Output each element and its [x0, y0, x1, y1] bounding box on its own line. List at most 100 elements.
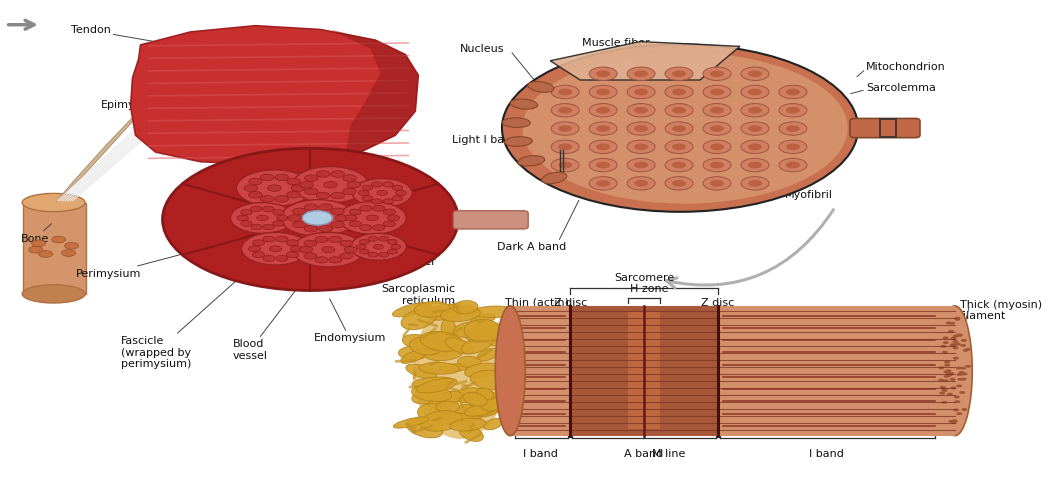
Circle shape	[748, 70, 762, 77]
Circle shape	[672, 125, 686, 132]
Ellipse shape	[405, 364, 437, 379]
Circle shape	[786, 125, 800, 132]
Text: Epimysium: Epimysium	[101, 88, 197, 110]
Ellipse shape	[454, 301, 478, 314]
Circle shape	[304, 175, 318, 181]
Circle shape	[950, 337, 957, 340]
Ellipse shape	[399, 347, 427, 360]
Circle shape	[741, 122, 769, 135]
Ellipse shape	[502, 44, 858, 212]
Circle shape	[340, 253, 353, 259]
Ellipse shape	[542, 172, 567, 184]
Circle shape	[596, 180, 610, 187]
Circle shape	[268, 185, 281, 191]
Polygon shape	[718, 306, 954, 436]
Circle shape	[665, 158, 693, 172]
Circle shape	[943, 336, 948, 339]
Circle shape	[559, 107, 572, 114]
Circle shape	[559, 161, 572, 168]
Text: Endomysium
(between
fibers): Endomysium (between fibers)	[238, 120, 311, 157]
Circle shape	[276, 236, 288, 242]
Ellipse shape	[471, 306, 519, 318]
Circle shape	[627, 104, 655, 117]
Circle shape	[304, 204, 318, 211]
Circle shape	[704, 176, 731, 190]
Text: Fascicle
(wrapped by
perimysium): Fascicle (wrapped by perimysium)	[121, 272, 247, 369]
Circle shape	[672, 70, 686, 77]
Ellipse shape	[453, 388, 487, 402]
Circle shape	[344, 246, 357, 253]
Ellipse shape	[477, 388, 493, 400]
Circle shape	[299, 246, 313, 253]
Circle shape	[589, 85, 617, 99]
Circle shape	[627, 140, 655, 154]
Circle shape	[596, 107, 610, 114]
Polygon shape	[550, 41, 740, 80]
Ellipse shape	[424, 304, 464, 320]
Circle shape	[953, 357, 959, 360]
Circle shape	[368, 236, 378, 241]
Circle shape	[374, 244, 383, 249]
Circle shape	[351, 233, 406, 260]
Circle shape	[942, 351, 948, 354]
Circle shape	[353, 178, 413, 207]
Ellipse shape	[436, 401, 460, 413]
Circle shape	[950, 343, 957, 346]
Ellipse shape	[502, 118, 530, 127]
Circle shape	[292, 232, 364, 267]
Ellipse shape	[22, 285, 85, 303]
Circle shape	[382, 199, 394, 204]
Circle shape	[589, 140, 617, 154]
Circle shape	[786, 107, 800, 114]
Circle shape	[559, 125, 572, 132]
Text: H zone: H zone	[630, 284, 668, 294]
Circle shape	[392, 185, 403, 190]
Circle shape	[952, 340, 959, 343]
Ellipse shape	[449, 418, 486, 431]
Circle shape	[256, 215, 268, 221]
Circle shape	[950, 344, 957, 347]
Ellipse shape	[464, 320, 502, 342]
Ellipse shape	[428, 391, 462, 410]
Ellipse shape	[445, 338, 475, 354]
Ellipse shape	[484, 418, 503, 430]
Circle shape	[941, 345, 946, 348]
Circle shape	[779, 140, 806, 154]
Ellipse shape	[454, 411, 478, 425]
Ellipse shape	[467, 390, 499, 402]
Circle shape	[359, 249, 370, 254]
Circle shape	[244, 185, 257, 191]
Circle shape	[589, 158, 617, 172]
Circle shape	[665, 67, 693, 80]
Ellipse shape	[463, 392, 487, 406]
Text: Sarcolemma: Sarcolemma	[866, 83, 936, 93]
Circle shape	[248, 246, 260, 252]
Circle shape	[276, 215, 288, 221]
Ellipse shape	[424, 347, 462, 361]
Circle shape	[957, 334, 963, 336]
Polygon shape	[23, 202, 86, 294]
Circle shape	[672, 144, 686, 150]
Circle shape	[954, 317, 961, 320]
Circle shape	[551, 158, 580, 172]
Ellipse shape	[439, 363, 470, 372]
Circle shape	[960, 367, 966, 370]
Circle shape	[329, 236, 341, 242]
Circle shape	[947, 393, 952, 396]
Circle shape	[786, 89, 800, 95]
Circle shape	[634, 107, 648, 114]
Circle shape	[710, 107, 724, 114]
Circle shape	[943, 379, 948, 382]
Text: Z disc: Z disc	[553, 298, 587, 308]
Circle shape	[589, 67, 617, 80]
Ellipse shape	[483, 396, 511, 410]
FancyBboxPatch shape	[454, 211, 528, 229]
Ellipse shape	[437, 413, 481, 421]
Circle shape	[627, 67, 655, 80]
Circle shape	[249, 191, 262, 198]
Circle shape	[331, 192, 344, 199]
Circle shape	[387, 240, 397, 244]
Circle shape	[383, 209, 396, 215]
Circle shape	[252, 240, 265, 246]
Circle shape	[748, 125, 762, 132]
